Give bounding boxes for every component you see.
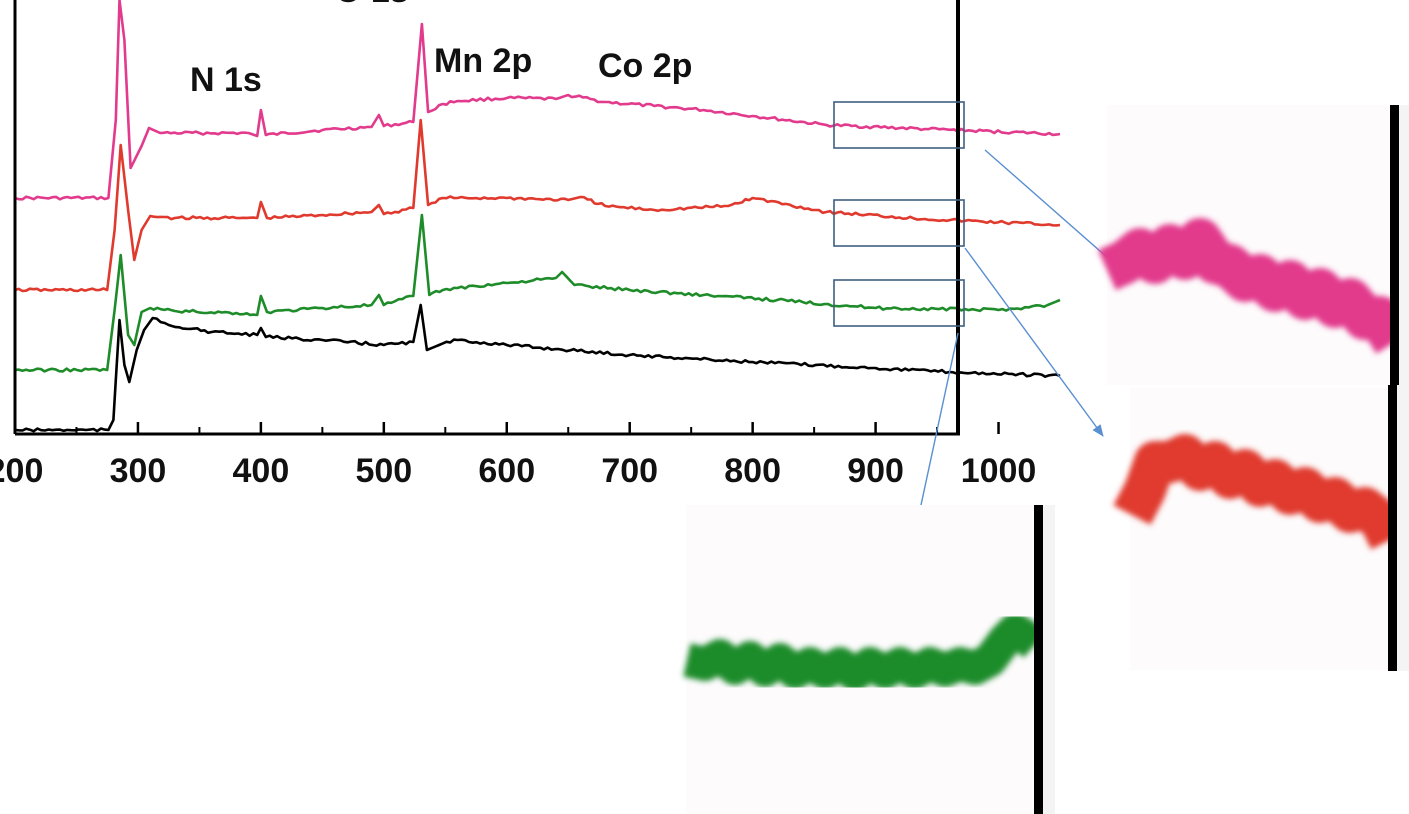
x-tick-label-500: 500 <box>355 452 412 490</box>
inset-pink-trace <box>1098 218 1409 354</box>
inset-red-frame <box>1388 385 1397 671</box>
x-tick-label-900: 900 <box>847 452 904 490</box>
inset-red-trace <box>1113 434 1409 550</box>
peak-label-o1s: O 1s <box>335 0 409 10</box>
series-line-3 <box>14 303 1061 433</box>
series-line-0 <box>14 0 1061 201</box>
main-plot: 200 300 400 500 600 700 800 900 1000 N 1s O 1s M… <box>0 0 1061 490</box>
inset-red-zoom <box>1113 385 1409 671</box>
series-layer <box>14 0 1061 433</box>
x-tick-label-700: 700 <box>601 452 658 490</box>
zoom-box-green <box>833 279 965 327</box>
inset-pink-frame <box>1390 105 1399 385</box>
x-tick-label-600: 600 <box>478 452 535 490</box>
x-tick-label-400: 400 <box>233 452 290 490</box>
inset-green-trace <box>683 613 1047 691</box>
x-tick-label-300: 300 <box>110 452 167 490</box>
peak-label-mn2p: Mn 2p <box>434 42 532 80</box>
inset-green-frame <box>1034 505 1043 814</box>
x-ticks: 200 300 400 500 600 700 800 900 1000 <box>0 422 1036 490</box>
peak-label-co2p: Co 2p <box>598 47 692 85</box>
series-line-2 <box>14 213 1061 373</box>
x-tick-label-800: 800 <box>724 452 781 490</box>
inset-green-zoom <box>683 505 1055 814</box>
x-tick-label-1000: 1000 <box>961 452 1037 490</box>
zoom-boxes <box>833 101 965 327</box>
zoom-box-pink <box>833 101 965 149</box>
series-line-1 <box>14 118 1061 293</box>
peak-label-n1s: N 1s <box>190 61 262 99</box>
x-tick-label-200: 200 <box>0 452 43 490</box>
arrow-red <box>964 247 1104 437</box>
inset-pink-zoom <box>1098 105 1409 385</box>
zoom-box-red <box>833 199 965 247</box>
